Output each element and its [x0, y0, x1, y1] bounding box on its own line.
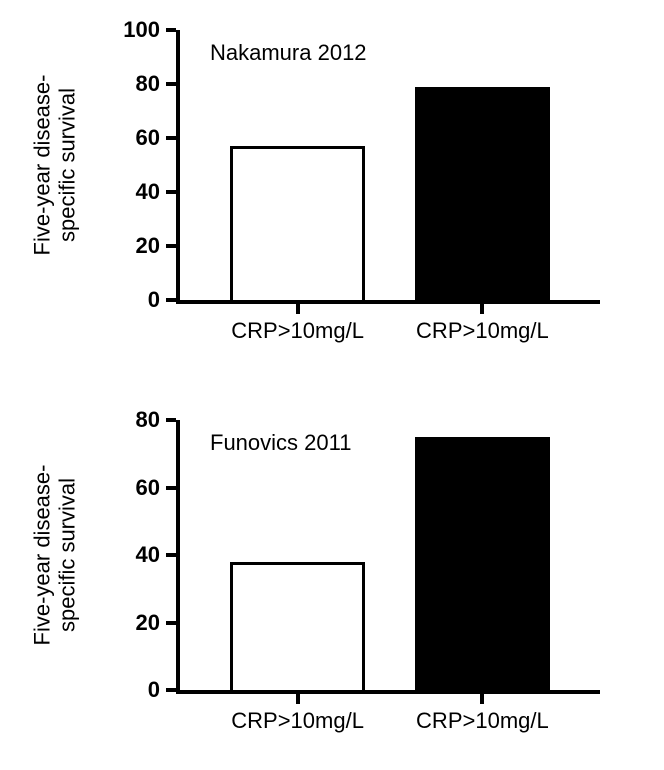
y-tick: [166, 688, 176, 692]
x-tick-label: CRP>10mg/L: [416, 318, 549, 344]
y-axis-label: Five-year disease- specific survival: [30, 75, 81, 256]
y-axis: [176, 30, 180, 304]
y-tick-label: 40: [106, 179, 160, 205]
y-tick: [166, 28, 176, 32]
y-tick-label: 60: [106, 125, 160, 151]
y-tick: [166, 136, 176, 140]
bar-0: [230, 562, 364, 690]
x-axis: [176, 300, 600, 304]
x-tick-label: CRP>10mg/L: [231, 318, 364, 344]
x-tick: [296, 694, 300, 704]
y-tick-label: 0: [106, 677, 160, 703]
bar-1: [415, 87, 549, 300]
chart-title: Nakamura 2012: [210, 40, 367, 66]
y-tick-label: 20: [106, 610, 160, 636]
plot-area: 020406080CRP>10mg/LCRP>10mg/LFunovics 20…: [180, 420, 600, 690]
y-tick: [166, 418, 176, 422]
y-axis-label: Five-year disease- specific survival: [30, 465, 81, 646]
y-tick: [166, 298, 176, 302]
page-root: { "global": { "background_color": "#ffff…: [0, 0, 664, 770]
x-tick: [296, 304, 300, 314]
chart-panel-nakamura: 0 20 40 60 80 100 CRP>10mg/L CRP>10mg/L Nakamura…: [0, 10, 664, 370]
y-tick-label: 40: [106, 542, 160, 568]
y-tick: [166, 190, 176, 194]
x-axis: [176, 690, 600, 694]
y-tick: [166, 244, 176, 248]
y-tick: [166, 82, 176, 86]
y-tick-label: 60: [106, 475, 160, 501]
y-axis: [176, 420, 180, 694]
plot-area: 020406080100CRP>10mg/LCRP>10mg/LNakamura…: [180, 30, 600, 300]
bar-1: [415, 437, 549, 690]
y-tick: [166, 486, 176, 490]
x-tick: [480, 304, 484, 314]
chart-panel-funovics: 0 20 40 60 80 CRP>10mg/L CRP>10mg/L Funovics 20…: [0, 400, 664, 760]
x-tick: [480, 694, 484, 704]
y-tick-label: 100: [106, 17, 160, 43]
x-tick-label: CRP>10mg/L: [416, 708, 549, 734]
y-tick-label: 20: [106, 233, 160, 259]
y-tick-label: 80: [106, 407, 160, 433]
y-tick: [166, 553, 176, 557]
y-tick: [166, 621, 176, 625]
chart-title: Funovics 2011: [210, 430, 351, 456]
y-tick-label: 80: [106, 71, 160, 97]
bar-0: [230, 146, 364, 300]
x-tick-label: CRP>10mg/L: [231, 708, 364, 734]
y-tick-label: 0: [106, 287, 160, 313]
